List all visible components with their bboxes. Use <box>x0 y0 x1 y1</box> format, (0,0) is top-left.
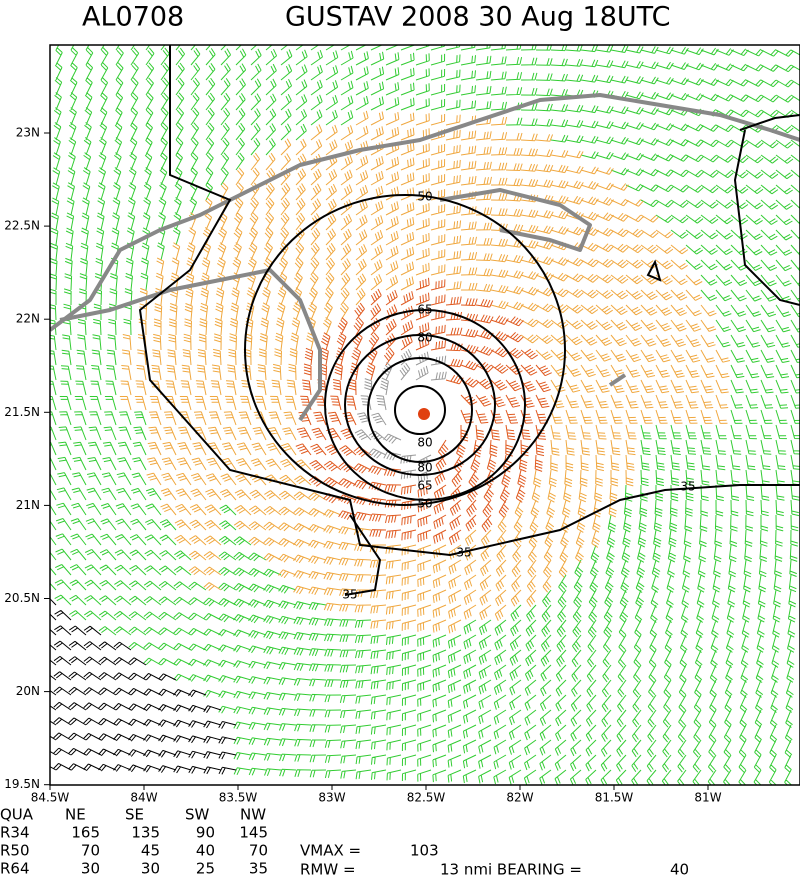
vmax-value: 103 <box>410 842 439 860</box>
lat-label: 22N <box>16 312 40 326</box>
lon-label: 84.5W <box>31 791 70 805</box>
lon-label: 81W <box>694 791 721 805</box>
table-cell: 145 <box>239 824 268 842</box>
lat-label: 20.5N <box>4 591 40 605</box>
lon-label: 84W <box>130 791 157 805</box>
table-cell: 90 <box>196 824 215 842</box>
table-header: NE <box>65 806 86 824</box>
lon-label: 81.5W <box>595 791 634 805</box>
rmw-label: RMW = <box>300 861 356 879</box>
contour-50 <box>244 194 566 506</box>
barb-group <box>50 45 800 785</box>
contours <box>138 45 800 596</box>
lon-label: 83.5W <box>219 791 258 805</box>
coast <box>50 93 800 332</box>
contour-inner <box>394 385 446 435</box>
lat-label: 20N <box>16 684 40 698</box>
contour-65 <box>324 309 526 501</box>
table-cell: 165 <box>71 824 100 842</box>
lat-label: 19.5N <box>4 777 40 791</box>
table-row-label: R64 <box>0 860 30 878</box>
contour-35 <box>646 259 662 282</box>
contour-label: 35 <box>680 480 695 494</box>
vmax-label: VMAX = <box>300 842 361 860</box>
lat-label: 21.5N <box>4 405 40 419</box>
contour-35 <box>344 514 382 596</box>
table-header: QUA <box>0 806 34 824</box>
contour-80 <box>344 334 496 476</box>
table-cell: 45 <box>141 842 160 860</box>
table-cell: 70 <box>81 842 100 860</box>
wind-barbs <box>50 45 800 785</box>
contour-label: 80 <box>417 461 432 475</box>
contour-80 <box>367 357 473 463</box>
table-cell: 135 <box>131 824 160 842</box>
contour-label: 50 <box>417 190 432 204</box>
barb-group <box>50 598 237 775</box>
lon-label: 82W <box>506 791 533 805</box>
lat-label: 21N <box>16 498 40 512</box>
contour-label: 35 <box>456 546 471 560</box>
contour-35 <box>733 114 800 306</box>
contour-label: 80 <box>417 331 432 345</box>
table-cell: 30 <box>141 860 160 878</box>
contour-label: 65 <box>417 479 432 493</box>
lat-label: 22.5N <box>4 219 40 233</box>
table-cell: 25 <box>196 860 215 878</box>
storm-id: AL0708 <box>82 2 184 33</box>
table-row-label: R34 <box>0 824 30 842</box>
coast <box>59 268 322 422</box>
contour-35 <box>138 45 800 557</box>
coast <box>608 373 627 387</box>
lat-label: 23N <box>16 126 40 140</box>
lon-label: 82.5W <box>407 791 446 805</box>
table-header: SE <box>125 806 144 824</box>
contour-label: 50 <box>417 497 432 511</box>
coastlines <box>50 93 800 422</box>
map-frame <box>49 44 800 786</box>
contour-label: 65 <box>417 303 432 317</box>
table-row-label: R50 <box>0 842 30 860</box>
table-header: NW <box>240 806 266 824</box>
storm-center <box>418 408 430 420</box>
bearing-value: 40 <box>670 861 689 879</box>
table-cell: 70 <box>249 842 268 860</box>
contour-label: 35 <box>342 588 357 602</box>
rmw-value: 13 nmi BEARING = <box>440 861 582 879</box>
table-cell: 30 <box>81 860 100 878</box>
lon-label: 83W <box>318 791 345 805</box>
table-cell: 40 <box>196 842 215 860</box>
storm-title: GUSTAV 2008 30 Aug 18UTC <box>285 2 670 33</box>
table-cell: 35 <box>249 860 268 878</box>
coast <box>439 188 592 252</box>
table-header: SW <box>185 806 210 824</box>
contour-label: 80 <box>417 436 432 450</box>
